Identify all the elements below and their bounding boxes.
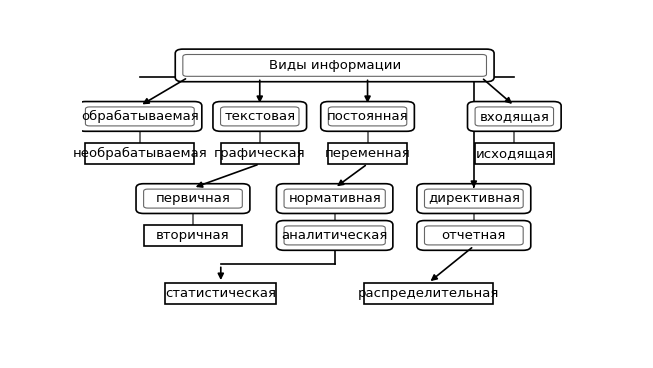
FancyBboxPatch shape (165, 283, 276, 304)
FancyBboxPatch shape (468, 102, 561, 131)
FancyBboxPatch shape (213, 102, 306, 131)
FancyBboxPatch shape (144, 225, 242, 246)
Text: необрабатываемая: необрабатываемая (72, 147, 207, 160)
Text: исходящая: исходящая (475, 147, 553, 160)
Text: статистическая: статистическая (165, 287, 276, 300)
Text: обрабатываемая: обрабатываемая (81, 110, 199, 123)
Text: первичная: первичная (155, 192, 231, 205)
FancyBboxPatch shape (321, 102, 415, 131)
Text: отчетная: отчетная (441, 229, 506, 242)
Text: переменная: переменная (325, 147, 411, 160)
FancyBboxPatch shape (276, 184, 393, 213)
Text: директивная: директивная (428, 192, 520, 205)
FancyBboxPatch shape (78, 102, 202, 131)
FancyBboxPatch shape (175, 49, 494, 82)
FancyBboxPatch shape (328, 143, 407, 164)
FancyBboxPatch shape (136, 184, 250, 213)
Text: вторичная: вторичная (156, 229, 230, 242)
FancyBboxPatch shape (276, 220, 393, 250)
Text: графическая: графическая (214, 147, 306, 160)
Text: Виды информации: Виды информации (268, 59, 401, 72)
Text: аналитическая: аналитическая (281, 229, 388, 242)
FancyBboxPatch shape (417, 220, 531, 250)
FancyBboxPatch shape (221, 143, 299, 164)
FancyBboxPatch shape (475, 143, 554, 164)
FancyBboxPatch shape (417, 184, 531, 213)
Text: распределительная: распределительная (358, 287, 499, 300)
Text: постоянная: постоянная (326, 110, 408, 123)
FancyBboxPatch shape (86, 143, 194, 164)
Text: текстовая: текстовая (224, 110, 295, 123)
Text: входящая: входящая (479, 110, 549, 123)
FancyBboxPatch shape (364, 283, 493, 304)
Text: нормативная: нормативная (288, 192, 381, 205)
